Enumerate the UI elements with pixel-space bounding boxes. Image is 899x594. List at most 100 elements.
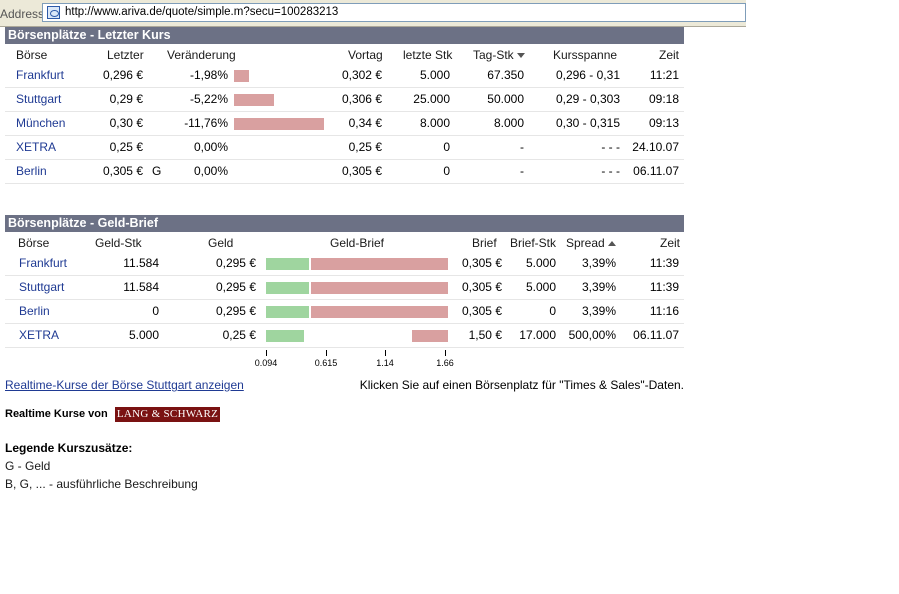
time: 11:39 [649, 280, 679, 294]
bid-price: 0,295 € [215, 304, 256, 318]
col-day-qty[interactable]: Tag-Stk [473, 46, 525, 64]
realtime-stuttgart-link[interactable]: Realtime-Kurse der Börse Stuttgart anzei… [5, 378, 244, 392]
col-ba-bid-qty[interactable]: Geld-Stk [95, 236, 142, 250]
exchange-link[interactable]: XETRA [16, 140, 57, 154]
col-ba-bidask[interactable]: Geld-Brief [330, 236, 385, 250]
bid-bar [266, 282, 310, 294]
col-ba-exchange[interactable]: Börse [18, 236, 50, 250]
exchange-link[interactable]: München [16, 116, 66, 130]
change-percent: -5,22% [189, 92, 228, 106]
col-ba-ask-qty[interactable]: Brief-Stk [510, 236, 557, 250]
col-change[interactable]: Veränderung [167, 48, 236, 62]
day-qty: - [520, 140, 524, 154]
prev-close: 0,305 € [341, 164, 382, 178]
col-ba-bid[interactable]: Geld [208, 236, 234, 250]
col-last-qty[interactable]: letzte Stk [403, 48, 453, 62]
change-bar [234, 94, 274, 106]
price-flag: G [152, 164, 162, 178]
price-range: 0,296 - 0,31 [555, 68, 620, 82]
page-icon [47, 6, 60, 19]
url-text[interactable]: http://www.ariva.de/quote/simple.m?secu=… [65, 6, 339, 18]
table-row[interactable]: Frankfurt 0,296 € -1,98% 0,302 € 5.000 67.350… [5, 64, 684, 88]
price-range: 0,29 - 0,303 [555, 92, 620, 106]
legend-title: Legende Kurszusätze: [5, 441, 133, 455]
exchange-link[interactable]: Frankfurt [16, 68, 65, 82]
last-qty: 0 [443, 140, 450, 154]
time: 06.11.07 [633, 164, 679, 178]
last-qty: 5.000 [419, 68, 450, 82]
col-prev[interactable]: Vortag [348, 48, 383, 62]
sort-desc-icon [516, 53, 525, 59]
change-bar [234, 70, 250, 82]
col-time[interactable]: Zeit [659, 48, 680, 62]
table-row[interactable]: München 0,30 € -11,76% 0,34 € 8.000 8.000 0,30… [5, 112, 684, 136]
scale-tick-label: 1.66 [436, 358, 454, 368]
col-exchange[interactable]: Börse [16, 48, 48, 62]
address-bar: Address http://www.ariva.de/quote/simple… [0, 0, 746, 27]
col-last[interactable]: Letzter [107, 48, 144, 62]
last-qty: 0 [443, 164, 450, 178]
table-row[interactable]: XETRA 0,25 € 0,00% 0,25 € 0 - - - - 24.10.07 [5, 136, 684, 160]
col-ba-ask[interactable]: Brief [472, 236, 497, 250]
table-row[interactable]: Stuttgart 0,29 € -5,22% 0,306 € 25.000 50.000… [5, 88, 684, 112]
table-row[interactable]: XETRA 5.000 0,25 € 1,50 € 17.000 500,00% 06.11… [5, 324, 684, 348]
col-ba-time[interactable]: Zeit [660, 236, 681, 250]
bid-bar [266, 330, 305, 342]
last-qty: 8.000 [419, 116, 450, 130]
spread: 3,39% [581, 280, 616, 294]
prev-close: 0,302 € [341, 68, 382, 82]
sort-asc-icon [607, 241, 616, 247]
bid-bar [266, 306, 310, 318]
exchange-link[interactable]: Berlin [19, 304, 50, 318]
table-row[interactable]: Stuttgart 11.584 0,295 € 0,305 € 5.000 3,39% 1… [5, 276, 684, 300]
col-ba-spread[interactable]: Spread [566, 234, 616, 252]
bid-ask-title: Börsenplätze - Geld-Brief [5, 215, 684, 232]
price-range: - - - [601, 164, 620, 178]
last-price-title: Börsenplätze - Letzter Kurs [5, 27, 684, 44]
table-row[interactable]: Berlin 0 0,295 € 0,305 € 0 3,39% 11:16 [5, 300, 684, 324]
scale-tick-label: 0.615 [314, 358, 338, 368]
prev-close: 0,306 € [341, 92, 382, 106]
last-price: 0,25 € [109, 140, 143, 154]
day-qty: 8.000 [493, 116, 524, 130]
ask-price: 1,50 € [468, 328, 502, 342]
exchange-link[interactable]: XETRA [19, 328, 60, 342]
exchange-link[interactable]: Frankfurt [19, 256, 68, 270]
time: 11:16 [649, 304, 679, 318]
last-qty: 25.000 [413, 92, 450, 106]
bid-price: 0,295 € [215, 280, 256, 294]
exchange-link[interactable]: Stuttgart [19, 280, 65, 294]
col-day-qty-label: Tag-Stk [473, 48, 514, 62]
exchange-link[interactable]: Berlin [16, 164, 47, 178]
bid-qty: 11.584 [123, 256, 159, 270]
last-price: 0,30 € [109, 116, 143, 130]
ask-bar [311, 282, 448, 294]
url-field[interactable]: http://www.ariva.de/quote/simple.m?secu=… [42, 3, 746, 22]
table-row[interactable]: Frankfurt 11.584 0,295 € 0,305 € 5.000 3,39% 1… [5, 252, 684, 276]
table-row[interactable]: Berlin 0,305 € G 0,00% 0,305 € 0 - - - - 06.11.0… [5, 160, 684, 184]
bid-qty: 0 [152, 304, 159, 318]
prev-close: 0,34 € [348, 116, 382, 130]
address-label: Address [0, 7, 45, 21]
col-range[interactable]: Kursspanne [553, 48, 618, 62]
bid-qty: 11.584 [123, 280, 159, 294]
change-percent: -1,98% [189, 68, 228, 82]
realtime-label: Realtime Kurse von [5, 408, 108, 420]
scale-tick [326, 350, 327, 356]
ask-bar [412, 330, 448, 342]
day-qty: 50.000 [487, 92, 524, 106]
exchange-link[interactable]: Stuttgart [16, 92, 62, 106]
ask-bar [311, 306, 448, 318]
lang-schwarz-logo[interactable]: LANG & SCHWARZ [115, 407, 220, 422]
time: 24.10.07 [632, 140, 679, 154]
ask-price: 0,305 € [461, 304, 502, 318]
scale-tick-label: 0.094 [254, 358, 278, 368]
spread: 3,39% [581, 256, 616, 270]
bid-price: 0,25 € [222, 328, 256, 342]
prev-close: 0,25 € [348, 140, 382, 154]
time: 11:21 [649, 68, 679, 82]
price-scale: 0.094 0.615 1.14 1.66 [255, 350, 454, 372]
ask-qty: 5.000 [525, 256, 556, 270]
bid-price: 0,295 € [215, 256, 256, 270]
change-percent: 0,00% [193, 140, 228, 154]
